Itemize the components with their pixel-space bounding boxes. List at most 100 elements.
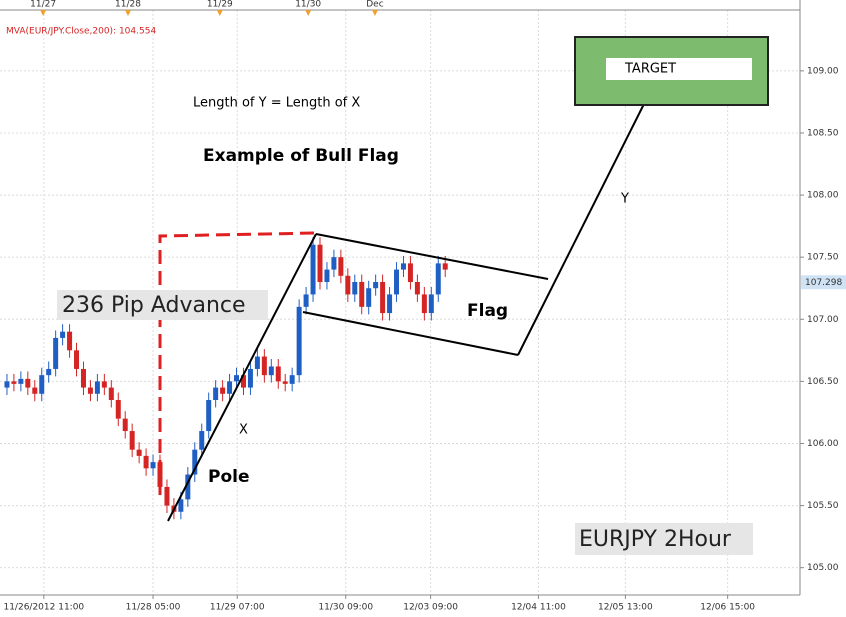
x-tick-label: 12/05 13:00 [598,603,653,613]
candle-body [4,381,10,388]
candle-body [331,257,337,270]
annotation: TARGET [624,62,676,77]
candle-body [157,462,163,487]
candle-body [345,275,351,295]
candle-body [275,366,281,382]
candle-body [387,294,393,314]
x2-tick-marker [216,10,223,16]
candle-body [324,269,330,283]
candle-body [164,486,170,506]
x-tick-label: 11/26/2012 11:00 [3,603,84,613]
target-line [517,81,656,356]
candle-body [380,282,386,314]
candle-body [150,462,156,469]
candle-body [303,294,309,307]
indicator-label: MVA(EUR/JPY.Close,200): 104.554 [6,27,156,37]
candle-body [185,474,191,500]
target-label-box [606,58,752,80]
candle-body [240,375,246,388]
candle-body [122,418,128,432]
annotation: EURJPY 2Hour [579,527,732,552]
x-tick-label: 12/04 11:00 [511,603,566,613]
candle-body [178,499,184,512]
candle-body [60,331,66,338]
candle-body [46,368,52,376]
candles [4,237,448,520]
x2-tick-marker [371,10,378,16]
candle-body [317,244,323,283]
candle-body [39,375,45,394]
annotation: 236 Pip Advance [62,293,246,318]
flag-top-line [315,233,549,280]
candle-body [206,400,212,432]
candle-body [220,387,226,394]
candle-body [282,381,288,384]
candle-body [261,356,267,376]
candle-body [394,269,400,295]
x-tick-label: 11/30 09:00 [318,603,373,613]
candle-body [18,378,24,384]
x2-tick-label: 11/30 [295,0,321,10]
candle-body [373,282,379,289]
candle-body [338,257,344,276]
candle-body [227,381,233,394]
candle-body [421,294,427,314]
current-price-label: 107.298 [805,278,842,288]
candle-body [442,263,448,270]
y-tick-label: 109.00 [807,66,839,76]
advance-dashed [158,231,317,495]
x2-tick-marker [125,10,131,16]
candle-body [247,368,253,388]
candle-body [428,294,434,314]
candle-body [115,400,121,419]
x2-tick-label: Dec [366,0,383,10]
candle-body [11,381,17,384]
y-tick-label: 106.50 [807,377,839,387]
candle-body [268,366,274,376]
candle-body [94,381,100,394]
candle-body [254,356,260,369]
candle-body [192,449,198,475]
annotation: Y [620,192,629,207]
annotation-shapes [57,36,769,555]
candle-body [199,431,205,450]
advance-box [57,290,268,320]
annotation: Length of Y = Length of X [193,96,360,111]
annotation: X [239,423,248,438]
candle-body [414,282,420,295]
flag-bottom-line [302,311,519,356]
y-tick-label: 107.00 [807,315,839,325]
x2-tick-marker [40,10,47,16]
candle-body [234,375,240,382]
y-tick-label: 105.00 [807,563,839,573]
candle-body [53,337,59,369]
annotation: Pole [208,467,250,487]
y-tick-label: 107.50 [807,253,839,263]
x-tick-label: 12/06 15:00 [700,603,755,613]
candle-body [32,387,38,394]
candle-body [407,263,413,283]
x-tick-label: 12/03 09:00 [403,603,458,613]
candle-body [289,375,295,384]
candle-body [25,378,31,388]
candle-body [310,244,316,295]
candle-body [87,387,93,394]
x2-tick-label: 11/28 [115,0,141,10]
pole-line [167,233,317,522]
x-tick-label: 11/28 05:00 [126,603,181,613]
y-tick-label: 108.00 [807,191,839,201]
candle-body [108,387,114,400]
y-tick-label: 105.50 [807,501,839,511]
x2-tick-label: 11/29 [207,0,233,10]
candle-body [74,350,80,369]
candle-body [435,263,441,295]
candle-body [400,263,406,270]
annotation: Flag [467,301,508,321]
y-tick-label: 108.50 [807,128,839,138]
candle-body [352,282,358,295]
x2-tick-label: 11/27 [30,0,56,10]
candle-body [359,282,365,307]
candle-body [136,449,142,456]
